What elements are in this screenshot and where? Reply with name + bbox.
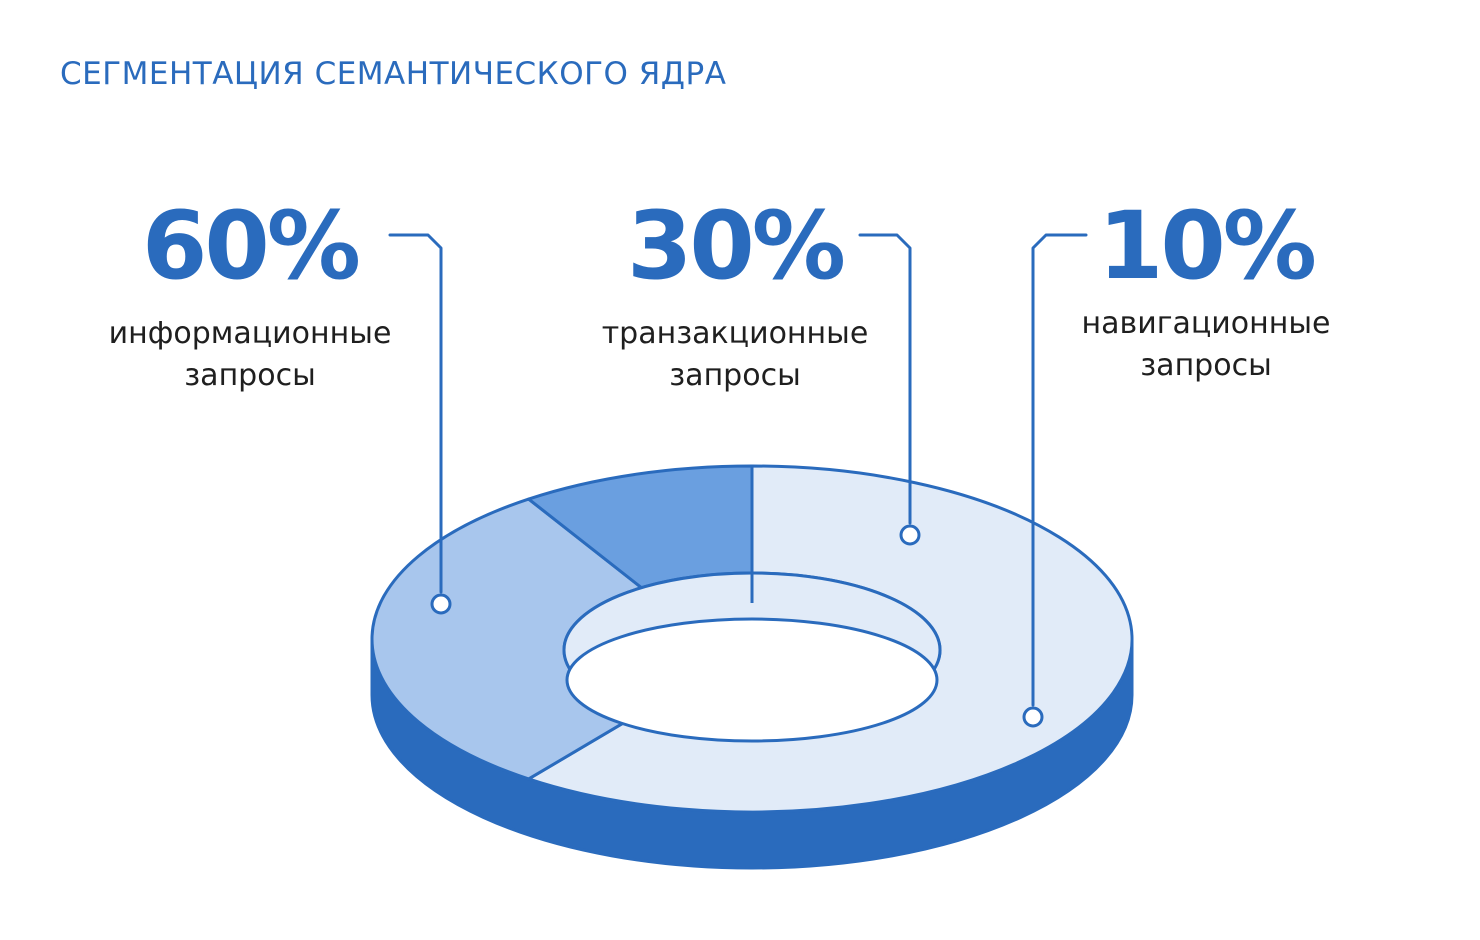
slice-value-label-navigational: 10% xyxy=(1098,192,1317,301)
leader-navigational-marker xyxy=(1022,706,1044,728)
slice-label-line-2: запросы xyxy=(669,358,801,393)
leader-informational-line xyxy=(388,233,443,594)
slice-label-line-1: транзакционные xyxy=(601,316,869,351)
slice-value-label-informational: 60% xyxy=(142,192,361,301)
slice-label-informational: информационные запросы xyxy=(70,313,430,397)
page-title: СЕГМЕНТАЦИЯ СЕМАНТИЧЕСКОГО ЯДРА xyxy=(60,56,727,92)
leader-transactional-marker xyxy=(899,524,921,546)
slice-label-navigational: навигационные запросы xyxy=(1026,303,1386,387)
slice-label-line-2: запросы xyxy=(1140,348,1272,383)
slice-label-transactional: транзакционные запросы xyxy=(555,313,915,397)
slice-label-line-1: информационные xyxy=(108,316,392,351)
slice-label-line-1: навигационные xyxy=(1081,306,1331,341)
slice-value-label-transactional: 30% xyxy=(627,192,846,301)
slice-label-line-2: запросы xyxy=(184,358,316,393)
donut-hole xyxy=(565,617,939,743)
leader-transactional-line xyxy=(858,233,912,525)
leader-navigational-line xyxy=(1031,233,1088,707)
leader-informational-marker xyxy=(430,593,452,615)
